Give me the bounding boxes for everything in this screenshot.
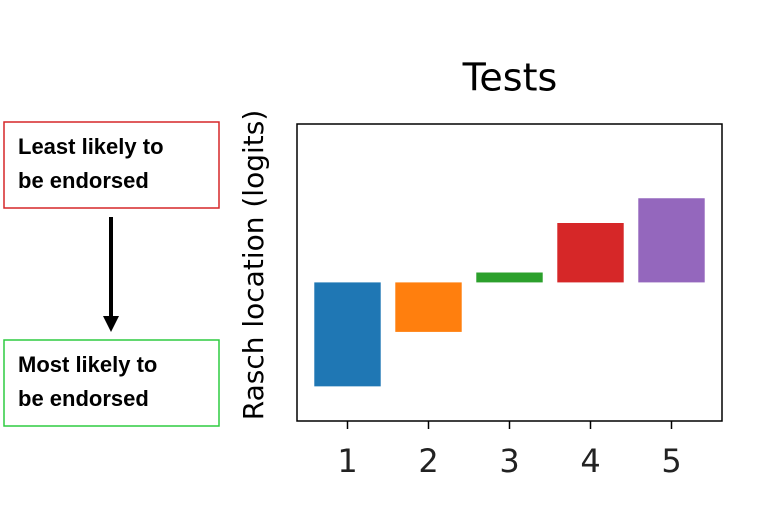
bar [638,198,705,283]
annotation-text: Most likely to [18,352,157,377]
x-tick-label: 4 [580,442,600,480]
x-tick-label: 5 [661,442,681,480]
bar [395,282,462,332]
bar [314,282,381,387]
annotation-box [3,339,220,427]
annotation-text: be endorsed [18,386,149,411]
annotation-box [3,121,220,209]
plot-frame [296,123,723,422]
bar [476,272,543,283]
annotation-text: be endorsed [18,168,149,193]
annotation-text: Least likely to [18,134,164,159]
x-tick-label: 2 [418,442,438,480]
bar [557,223,624,283]
y-axis-label: Rasch location (logits) [237,110,270,421]
x-tick-label: 3 [499,442,519,480]
chart-title: Tests [462,56,558,100]
x-tick-label: 1 [337,442,357,480]
arrow-head [103,316,119,332]
